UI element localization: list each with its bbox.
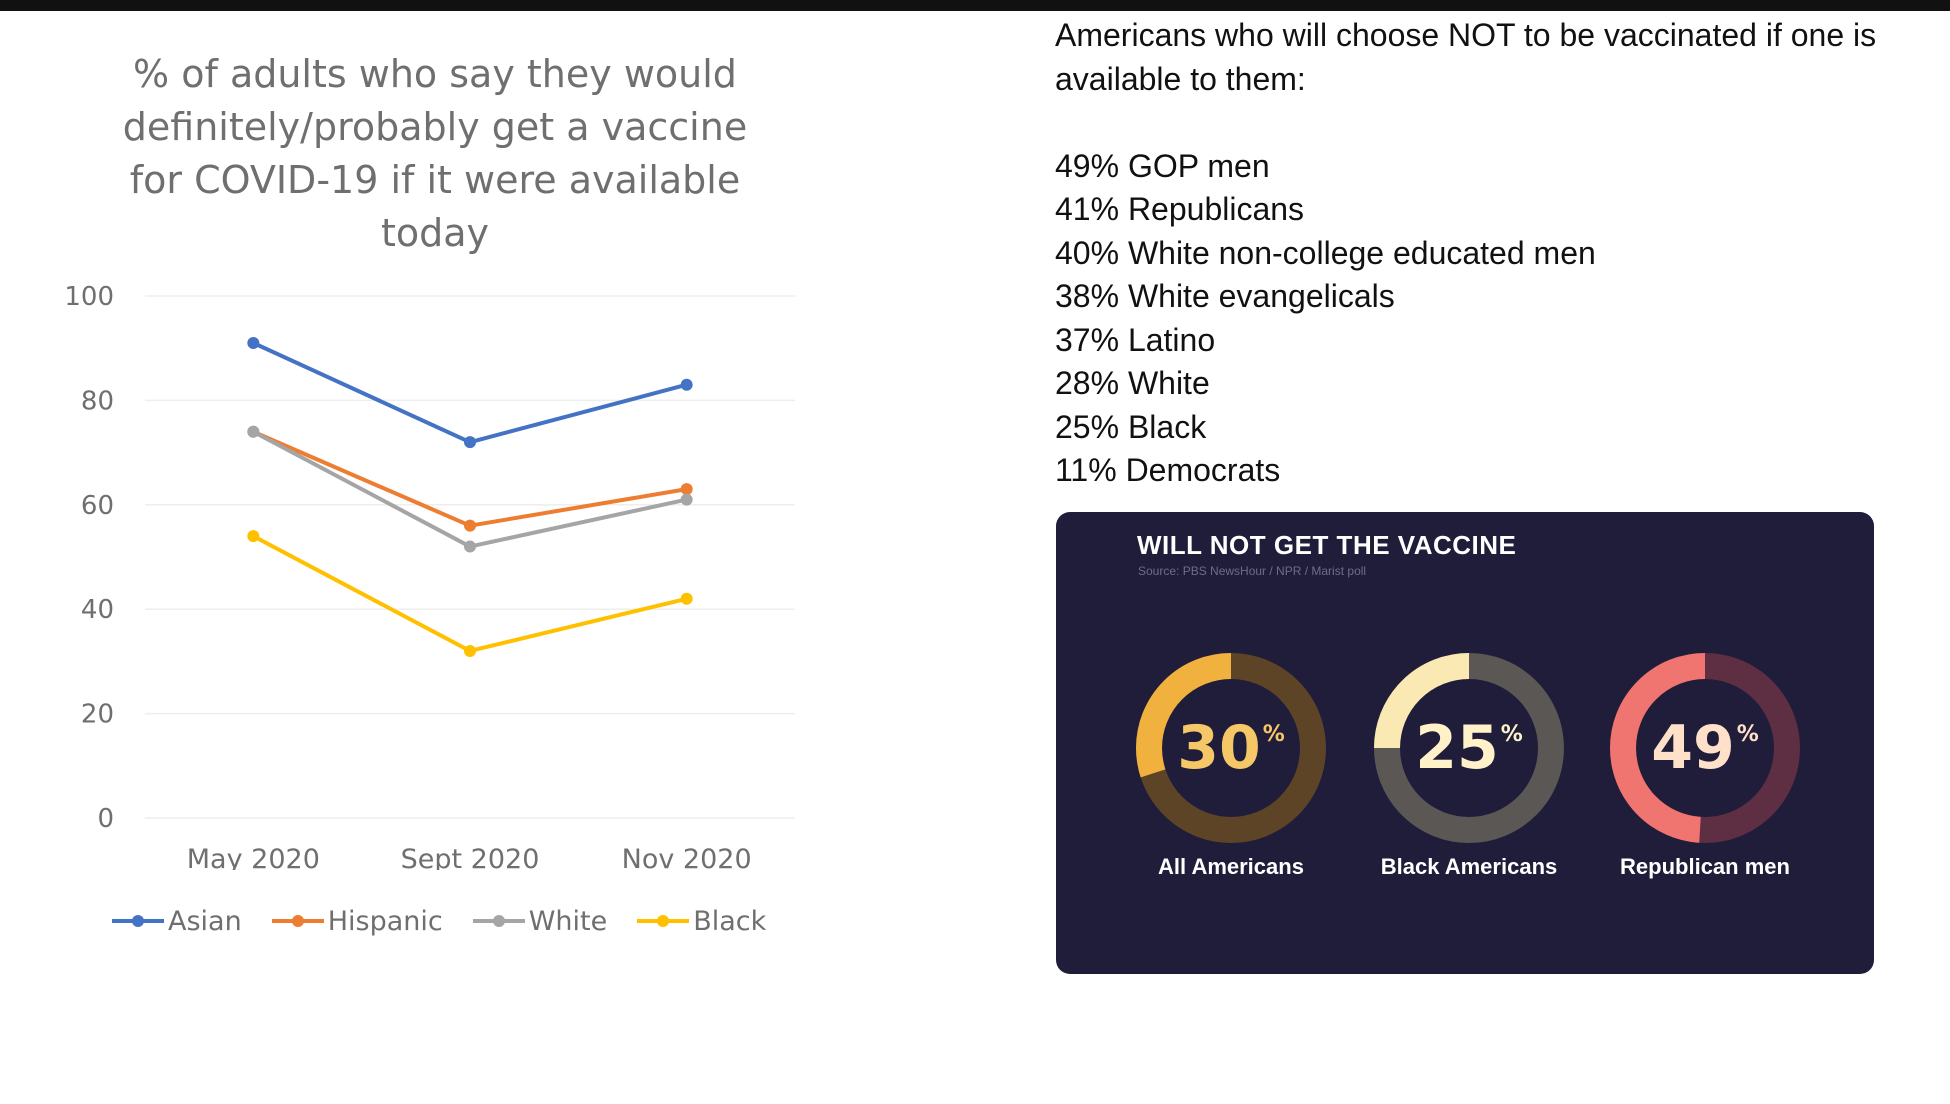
data-point-asian bbox=[247, 336, 260, 349]
series-line-asian bbox=[251, 340, 689, 445]
data-point-asian bbox=[464, 436, 476, 449]
y-tick-label: 60 bbox=[81, 491, 114, 521]
donut-slice bbox=[1374, 653, 1564, 843]
y-tick-label: 0 bbox=[97, 804, 114, 834]
legend-item-white: White bbox=[471, 905, 608, 937]
data-point-black bbox=[680, 592, 693, 605]
donut-value: 30% bbox=[1177, 713, 1285, 783]
stats-heading: Americans who will choose NOT to be vacc… bbox=[1055, 17, 1877, 97]
legend-swatch bbox=[271, 915, 324, 927]
data-point-hispanic bbox=[680, 483, 693, 496]
donut-slice bbox=[1136, 653, 1326, 843]
stats-item: 49% GOP men bbox=[1055, 147, 1270, 184]
legend-swatch bbox=[112, 915, 164, 927]
stats-item: 25% Black bbox=[1055, 408, 1207, 445]
chart-title: % of adults who say they would definitel… bbox=[122, 52, 748, 255]
legend-item-hispanic: Hispanic bbox=[270, 906, 443, 937]
stats-item: 11% Democrats bbox=[1055, 452, 1281, 488]
series-line-black bbox=[251, 534, 689, 653]
x-tick-label: Sept 2020 bbox=[401, 844, 540, 870]
stats-item: 37% Latino bbox=[1055, 321, 1216, 358]
donut-chart: 25% bbox=[1371, 650, 1567, 846]
y-tick-label: 100 bbox=[64, 282, 114, 312]
donut-label: Republican men bbox=[1620, 854, 1790, 879]
data-point-black bbox=[464, 644, 476, 657]
legend-label: Hispanic bbox=[327, 905, 443, 937]
vaccine-infographic: WILL NOT GET THE VACCINE Source: PBS New… bbox=[1056, 512, 1874, 974]
stats-item: 41% Republicans bbox=[1055, 191, 1305, 227]
top-bar bbox=[0, 0, 1950, 11]
legend-label: Black bbox=[693, 905, 767, 937]
chart-legend: Asian Hispanic White Black bbox=[110, 900, 766, 942]
legend-swatch bbox=[637, 915, 690, 927]
legend-item-black: Black bbox=[635, 906, 766, 937]
donut-value: 25% bbox=[1415, 713, 1523, 783]
stats-list: 49% GOP men 41% Republicans 40% White non-… bbox=[1055, 145, 1925, 493]
stats-panel: Americans who will choose NOT to be vacc… bbox=[1055, 14, 1925, 493]
data-point-white bbox=[464, 540, 476, 553]
stats-item: 40% White non-college educated men bbox=[1055, 234, 1596, 271]
legend-item-asian: Asian bbox=[110, 906, 242, 937]
legend-swatch bbox=[472, 915, 525, 927]
data-point-white bbox=[247, 425, 260, 438]
legend-label: White bbox=[528, 905, 608, 937]
data-point-white bbox=[680, 493, 693, 506]
donut-chart: 30% bbox=[1133, 650, 1329, 846]
donut-label: All Americans bbox=[1158, 854, 1304, 879]
x-tick-label: Nov 2020 bbox=[622, 844, 752, 870]
y-tick-label: 80 bbox=[81, 386, 114, 416]
x-tick-label: May 2020 bbox=[187, 844, 320, 870]
donut-chart: 49% bbox=[1607, 650, 1803, 846]
donut-slice bbox=[1610, 653, 1800, 843]
stats-item: 28% White bbox=[1055, 365, 1210, 401]
y-tick-label: 20 bbox=[81, 700, 114, 730]
data-point-asian bbox=[680, 378, 693, 391]
donut-value: 49% bbox=[1651, 713, 1759, 783]
infographic-source: Source: PBS NewsHour / NPR / Marist poll bbox=[1138, 564, 1367, 578]
legend-label: Asian bbox=[168, 905, 242, 937]
donut-label: Black Americans bbox=[1380, 854, 1558, 879]
infographic-title: WILL NOT GET THE VACCINE bbox=[1137, 530, 1517, 560]
stats-item: 38% White evangelicals bbox=[1055, 278, 1395, 314]
line-chart: 0 20 40 60 80 100 May 2020 Sept 2020 Nov 2020 bbox=[64, 282, 795, 870]
data-point-hispanic bbox=[464, 519, 476, 532]
y-tick-label: 40 bbox=[81, 595, 114, 625]
data-point-black bbox=[247, 530, 260, 543]
